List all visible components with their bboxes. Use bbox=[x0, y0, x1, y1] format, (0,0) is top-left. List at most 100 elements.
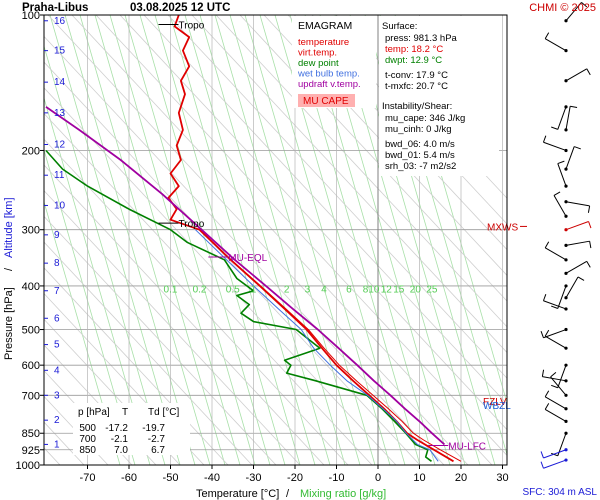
wind-barb-dot bbox=[564, 258, 568, 262]
mixing-ratio-label: 12 bbox=[381, 284, 393, 295]
wind-barb bbox=[565, 146, 575, 170]
mixing-ratio-label: 2 bbox=[284, 284, 290, 295]
y-axis-title-pressure: Pressure [hPa] bbox=[3, 287, 15, 360]
wind-barb-feather bbox=[550, 372, 557, 378]
cape-badge-bg bbox=[298, 94, 355, 107]
level-label: Tropo bbox=[179, 219, 205, 230]
wind-barb-dot bbox=[564, 284, 568, 288]
mixing-ratio-line bbox=[154, 15, 286, 465]
sfc-label: SFC: 304 m ASL bbox=[523, 487, 598, 498]
wind-barb-feather bbox=[551, 452, 558, 457]
altitude-tick-label: 10 bbox=[54, 200, 66, 211]
bwd-01: bwd_01: 5.4 m/s bbox=[385, 150, 455, 161]
wind-barb bbox=[557, 163, 567, 187]
altitude-tick-label: 4 bbox=[54, 365, 60, 376]
table-cell: 6.7 bbox=[151, 445, 165, 456]
legend-item: updraft v.temp. bbox=[298, 79, 361, 90]
mixing-ratio-label: 15 bbox=[393, 284, 405, 295]
temp-tick-label: 20 bbox=[455, 472, 467, 484]
pressure-tick-label: 700 bbox=[22, 390, 40, 402]
wind-barb bbox=[557, 285, 567, 309]
wind-barb-feather bbox=[540, 461, 544, 469]
wind-barb-feather bbox=[589, 241, 592, 249]
x-axis-title-sep: / bbox=[286, 488, 290, 500]
altitude-tick-label: 8 bbox=[54, 258, 60, 269]
wind-barb-dot bbox=[564, 363, 568, 367]
table-header-cell: p [hPa] bbox=[78, 407, 110, 418]
altitude-tick-label: 7 bbox=[54, 286, 60, 297]
pressure-tick-label: 500 bbox=[22, 325, 40, 337]
legend-item: dew point bbox=[298, 58, 339, 69]
mixing-ratio-line bbox=[139, 15, 271, 465]
level-label: MU-EQL bbox=[228, 253, 267, 264]
y-axis-title: Pressure [hPa] / Altitude [km] bbox=[3, 197, 15, 360]
wind-barbs bbox=[540, 2, 592, 469]
mixing-ratio-line bbox=[199, 15, 331, 465]
mixing-ratio-label: 4 bbox=[321, 284, 327, 295]
wind-barb bbox=[542, 376, 567, 382]
wind-barb-feather bbox=[542, 135, 547, 143]
wind-barb-dot bbox=[564, 431, 568, 435]
dry-adiabat-line bbox=[119, 15, 507, 431]
level-label: MU-LFC bbox=[448, 441, 486, 452]
wind-barb bbox=[543, 449, 567, 459]
series-line-dew-point bbox=[45, 149, 432, 462]
wind-barb bbox=[565, 221, 589, 231]
wind-barb-dot bbox=[564, 105, 568, 109]
wind-barb-dot bbox=[564, 393, 568, 397]
series-line-updraft-v-temp- bbox=[45, 106, 446, 446]
wind-barb bbox=[543, 329, 567, 339]
level-label: FZLV bbox=[483, 397, 507, 408]
temp-tick-label: -50 bbox=[163, 472, 179, 484]
mixing-ratio-line bbox=[64, 15, 196, 465]
temp-tick-label: -60 bbox=[121, 472, 137, 484]
series-line-temperature bbox=[167, 15, 454, 463]
datetime-title: 03.08.2025 12 UTC bbox=[130, 2, 230, 14]
wind-barb-feather bbox=[544, 329, 550, 337]
table-cell: -17.2 bbox=[105, 423, 128, 434]
series-group bbox=[45, 15, 462, 463]
wind-barb-feather bbox=[542, 293, 547, 301]
wind-barb bbox=[544, 247, 567, 261]
dry-adiabat-line bbox=[44, 112, 373, 465]
level-table: p [hPa] T Td [°C] 500 -17.2 -19.7 700 -2.1 -2.7 8… bbox=[78, 407, 179, 456]
altitude-tick-label: 12 bbox=[54, 140, 66, 151]
pressure-tick-label: 200 bbox=[22, 145, 40, 157]
surface-title: Surface: bbox=[382, 21, 417, 32]
wind-barb-dot bbox=[564, 200, 568, 204]
wind-barb-dot bbox=[564, 307, 568, 311]
wind-barb-feather bbox=[586, 68, 591, 76]
dry-adiabat-line bbox=[44, 292, 205, 465]
temp-tick-label: -10 bbox=[329, 472, 345, 484]
altitude-tick-label: 2 bbox=[54, 415, 60, 426]
table-cell: -2.1 bbox=[111, 434, 129, 445]
table-header-cell: Td [°C] bbox=[148, 407, 179, 418]
wind-barb-feather bbox=[553, 191, 561, 196]
mu-cinh: mu_cinh: 0 J/kg bbox=[385, 124, 452, 135]
mixing-ratio-line bbox=[79, 15, 211, 465]
wind-barb-dot bbox=[564, 327, 568, 332]
wind-barb-dot bbox=[564, 243, 568, 247]
mixing-ratio-line bbox=[259, 15, 391, 465]
bwd-06: bwd_06: 4.0 m/s bbox=[385, 139, 455, 150]
wind-barb-feather bbox=[540, 330, 544, 338]
table-cell: 500 bbox=[79, 423, 96, 434]
wind-barb bbox=[557, 106, 567, 130]
srh-03: srh_03: -7 m2/s2 bbox=[385, 161, 456, 172]
dry-adiabat-line bbox=[44, 190, 301, 465]
wind-barb-feather bbox=[541, 369, 545, 377]
dry-adiabat-line bbox=[47, 15, 469, 465]
wind-barb bbox=[544, 396, 567, 410]
dry-adiabat-line bbox=[215, 15, 507, 328]
mixing-ratio-line bbox=[109, 15, 241, 465]
wind-barb bbox=[544, 408, 567, 422]
temp-tick-label: 10 bbox=[413, 472, 425, 484]
mixing-ratio-label: 10 bbox=[368, 284, 380, 295]
altitude-tick-label: 6 bbox=[54, 313, 60, 324]
surface-tmxfc: t-mxfc: 20.7 °C bbox=[385, 81, 448, 92]
altitude-tick-label: 5 bbox=[54, 340, 60, 351]
level-label: Tropo bbox=[179, 21, 205, 32]
mixing-ratio-line bbox=[44, 96, 151, 465]
cape-badge: MU CAPE bbox=[303, 96, 349, 107]
